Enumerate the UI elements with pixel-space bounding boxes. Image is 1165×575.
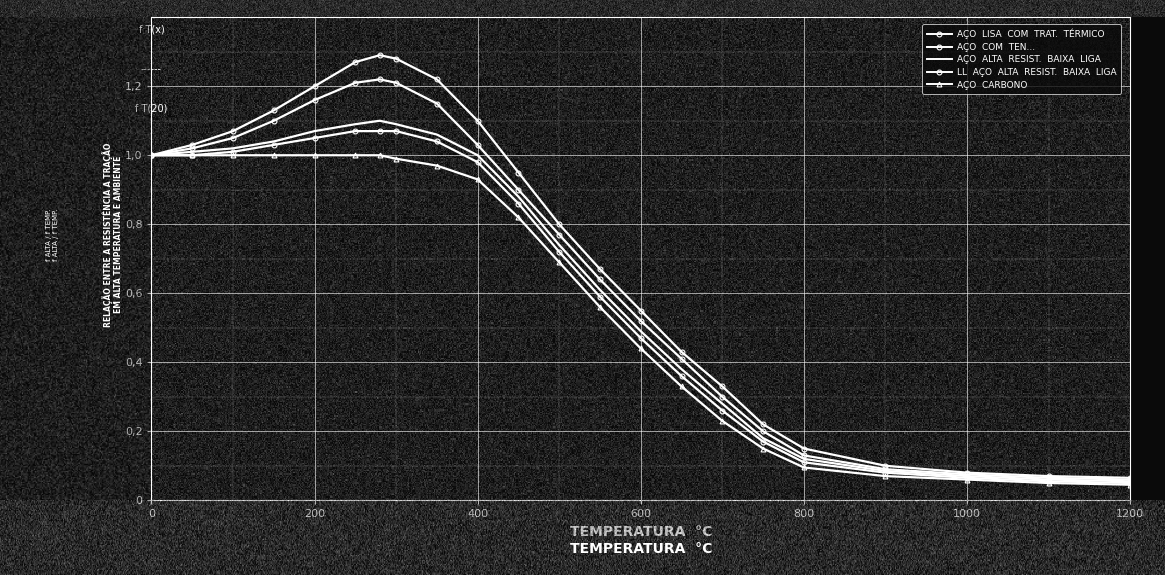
Legend: AÇO  LISA  COM  TRAT.  TÉRMICO, AÇO  COM  TEN..., AÇO  ALTA  RESIST.  BAIXA  LIG: AÇO LISA COM TRAT. TÉRMICO, AÇO COM TEN.… bbox=[923, 24, 1121, 94]
Text: f ALTA / f TEMP.
f ALTA / f TEMP.: f ALTA / f TEMP. f ALTA / f TEMP. bbox=[47, 208, 59, 261]
Text: RELAÇÃO ENTRE A RESISTÊNCIA A TRAÇÃO
EM ALTA TEMPERATURA E AMBIENTE: RELAÇÃO ENTRE A RESISTÊNCIA A TRAÇÃO EM … bbox=[103, 143, 123, 327]
Text: f T(20): f T(20) bbox=[135, 104, 168, 113]
X-axis label: TEMPERATURA  °C: TEMPERATURA °C bbox=[570, 525, 712, 539]
Text: f T(x): f T(x) bbox=[139, 25, 164, 34]
Text: TEMPERATURA  °C: TEMPERATURA °C bbox=[570, 542, 712, 556]
Text: ------: ------ bbox=[141, 64, 162, 74]
